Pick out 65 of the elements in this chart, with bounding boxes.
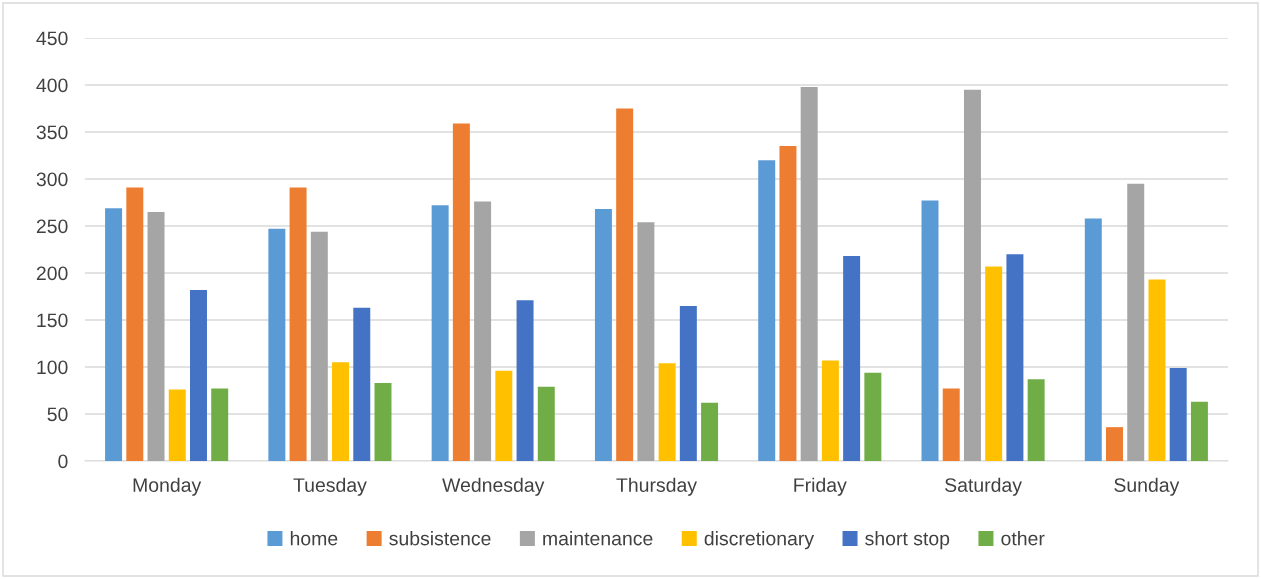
y-tick-label: 0 [58, 454, 68, 469]
bar [616, 108, 634, 461]
bar [800, 86, 818, 461]
bar [452, 123, 470, 461]
bar [942, 388, 960, 461]
bar [985, 266, 1003, 461]
y-tick-label: 50 [47, 407, 68, 422]
y-tick-label: 350 [36, 125, 68, 140]
bar [821, 360, 839, 461]
bar [658, 363, 676, 461]
bar [963, 89, 981, 461]
y-tick-label: 100 [37, 360, 68, 375]
bar [474, 201, 492, 461]
bar [374, 382, 392, 461]
bar [679, 305, 697, 461]
bar [1148, 279, 1166, 461]
y-tick-label: 450 [36, 31, 68, 46]
bar [594, 209, 612, 461]
bar [431, 205, 449, 461]
legend-label: short stop [865, 531, 950, 550]
legend-label: subsistence [389, 531, 491, 546]
bar [147, 211, 165, 461]
bar [105, 208, 123, 461]
bar [758, 160, 776, 461]
bar [310, 231, 328, 461]
bar [189, 289, 207, 461]
bar [537, 386, 555, 461]
bar [516, 300, 534, 461]
bar [1006, 254, 1024, 461]
legend-label: home [290, 531, 338, 546]
bar [921, 200, 939, 461]
x-tick-label: Saturday [945, 477, 1022, 496]
x-tick-label: Sunday [1114, 477, 1180, 496]
x-tick-label: Friday [794, 477, 847, 496]
bar [126, 187, 144, 461]
y-tick-label: 150 [37, 313, 68, 328]
x-tick-label: Monday [133, 477, 202, 496]
bar [332, 362, 350, 461]
y-tick-label: 300 [36, 172, 68, 187]
y-tick-label: 400 [36, 78, 68, 93]
x-tick-label: Tuesday [293, 477, 367, 496]
bar [1084, 218, 1102, 461]
bar [864, 372, 882, 461]
bar [779, 146, 797, 461]
legend-label: discretionary [704, 531, 815, 550]
x-tick-label: Wednesday [442, 477, 545, 496]
y-tick-label: 250 [36, 219, 68, 234]
bar [353, 307, 371, 461]
y-tick-label: 200 [36, 266, 68, 281]
x-tick-label: Thursday [616, 477, 697, 496]
bar [1190, 401, 1208, 461]
bar [843, 256, 861, 461]
bar [289, 187, 307, 461]
bar [1027, 379, 1045, 461]
bar [495, 370, 513, 461]
bar [637, 222, 655, 461]
bar [1169, 367, 1187, 461]
bar [1127, 183, 1145, 461]
bar [168, 389, 186, 461]
legend-label: maintenance [543, 531, 653, 546]
bar [1106, 427, 1124, 461]
bar [268, 228, 286, 461]
bar [211, 388, 229, 461]
legend-label: other [1001, 531, 1045, 546]
bar [701, 402, 719, 461]
